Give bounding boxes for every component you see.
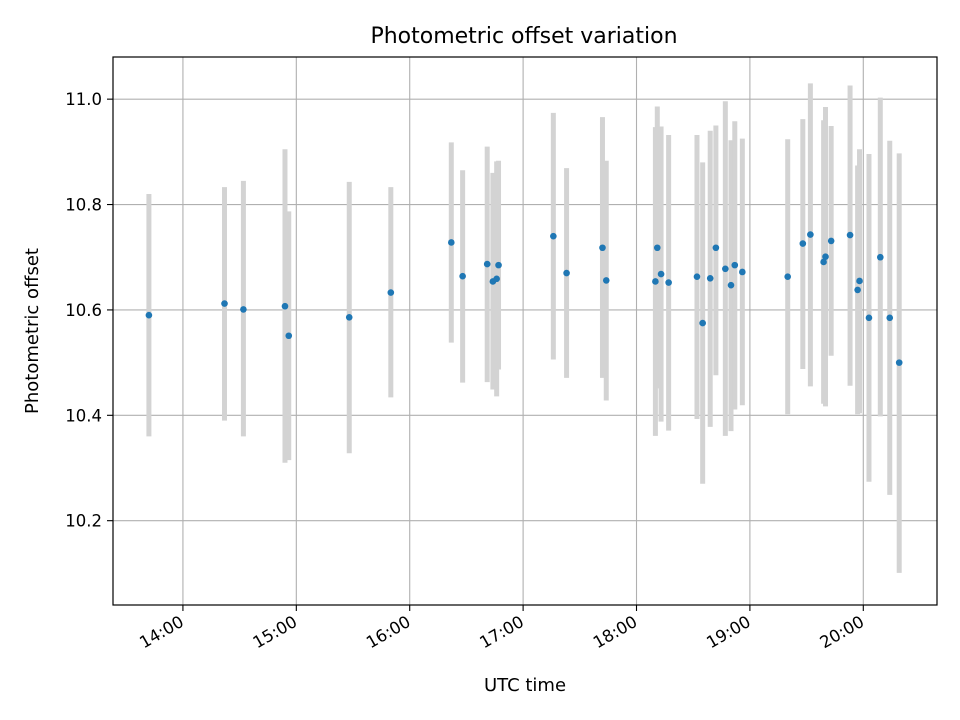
data-point [599, 244, 606, 252]
x-tick-label: 15:00 [250, 612, 301, 652]
data-point [653, 244, 661, 252]
y-axis-ticks: 10.2 10.4 10.6 10.8 11.0 [65, 90, 113, 531]
data-points [145, 231, 903, 366]
data-point [693, 273, 701, 281]
data-point [345, 314, 353, 321]
data-point [865, 314, 873, 322]
error-bars [146, 83, 902, 573]
x-tick-label: 16:00 [363, 612, 414, 652]
y-tick-label: 10.8 [65, 196, 102, 215]
data-point [877, 253, 884, 261]
data-point [483, 260, 491, 268]
y-tick-label: 10.6 [65, 301, 102, 320]
x-axis-label: UTC time [484, 675, 566, 696]
data-point [739, 268, 746, 276]
data-point [712, 244, 720, 252]
y-tick-label: 10.2 [65, 512, 102, 531]
x-tick-label: 19:00 [703, 612, 754, 652]
data-point [459, 272, 466, 280]
data-point [822, 253, 829, 261]
data-point [807, 231, 814, 238]
y-tick-label: 11.0 [65, 90, 102, 109]
data-point [285, 332, 293, 340]
data-point [657, 270, 665, 278]
x-tick-label: 18:00 [590, 612, 641, 652]
data-point [665, 279, 672, 286]
x-tick-label: 20:00 [817, 612, 868, 652]
data-point [722, 265, 729, 273]
y-tick-label: 10.4 [65, 406, 102, 425]
data-point [799, 240, 807, 247]
data-point [699, 319, 706, 327]
data-point [563, 269, 570, 277]
data-point [827, 237, 835, 245]
data-point [854, 286, 861, 294]
data-point [856, 277, 863, 285]
y-axis-label: Photometric offset [22, 248, 43, 414]
data-point [727, 281, 735, 289]
data-point [846, 231, 854, 239]
data-point [550, 232, 557, 240]
x-tick-label: 17:00 [476, 612, 527, 652]
data-point [652, 278, 659, 285]
data-point [895, 359, 903, 366]
data-point [731, 261, 739, 269]
data-point [784, 273, 791, 281]
data-point [706, 275, 714, 282]
plot-frame [112, 56, 938, 606]
x-tick-label: 14:00 [136, 612, 187, 652]
data-point [886, 314, 894, 322]
data-point [602, 277, 610, 284]
data-point [387, 289, 395, 296]
grid-lines [113, 57, 937, 605]
data-point [281, 302, 289, 310]
data-point [493, 275, 500, 283]
data-point [145, 311, 153, 319]
chart-title: Photometric offset variation [370, 24, 677, 49]
data-point [240, 306, 247, 313]
x-axis-ticks: 14:00 15:00 16:00 17:00 18:00 19:00 20:00 [136, 605, 867, 652]
data-point [221, 300, 228, 307]
data-point [820, 258, 827, 266]
data-point [447, 239, 455, 246]
data-point [495, 261, 502, 269]
